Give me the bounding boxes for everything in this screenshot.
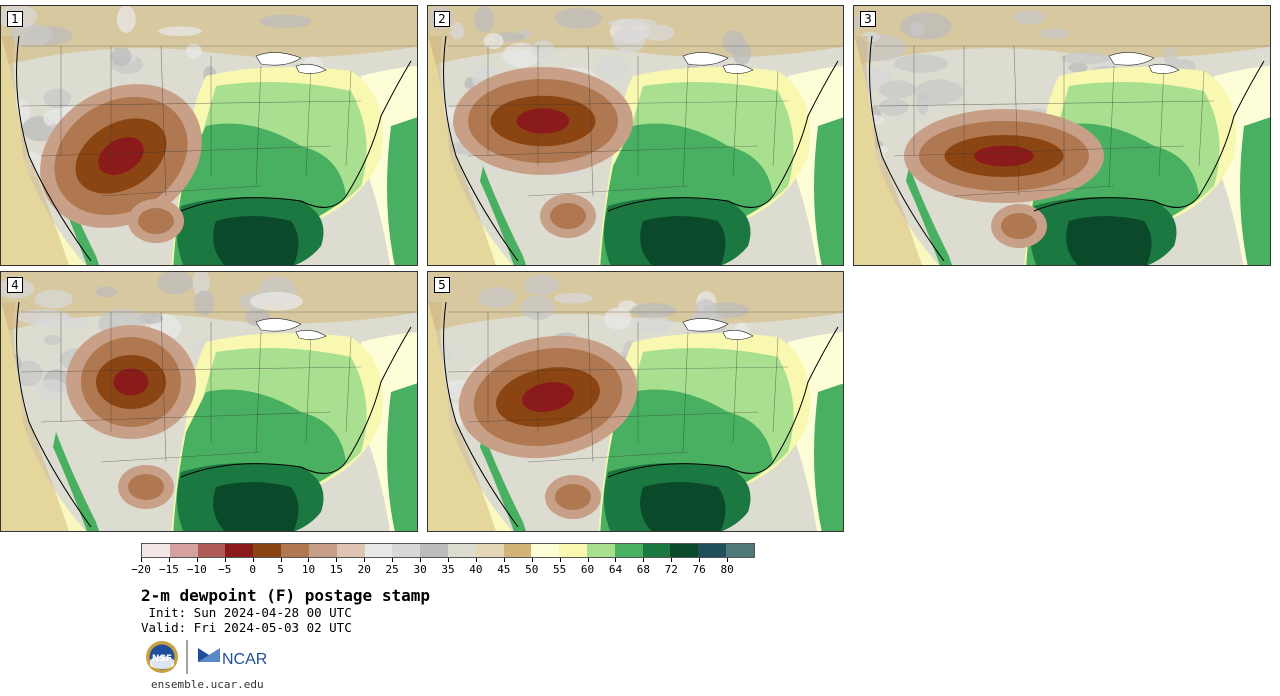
colorbar-tick	[336, 558, 338, 562]
colorbar-tick-label: 15	[329, 563, 343, 576]
colorbar-tick	[224, 558, 226, 562]
stamp-panel-4: 4	[0, 271, 418, 532]
colorbar-segment	[475, 544, 504, 557]
colorbar-tick-label: 72	[664, 563, 678, 576]
colorbar-tick-label: 40	[469, 563, 483, 576]
colorbar-tick-label: 25	[385, 563, 399, 576]
colorbar-tick	[168, 558, 170, 562]
colorbar-tick	[503, 558, 505, 562]
colorbar-segment	[225, 544, 254, 557]
colorbar-tick	[392, 558, 394, 562]
colorbar-segment	[253, 544, 282, 557]
colorbar-segment	[587, 544, 615, 557]
colorbar-tick-label: 60	[580, 563, 595, 576]
dewpoint-map-4	[1, 272, 417, 531]
colorbar-tick-label: 50	[525, 563, 539, 576]
colorbar-tick	[643, 558, 645, 562]
colorbar-segment	[670, 544, 699, 557]
colorbar-tick	[727, 558, 729, 562]
colorbar-ticks: −20 −15 −10 −5 0 5 10 15 20 25 30 35 40 45 50 55 60 64 68 7…	[131, 558, 755, 578]
dewpoint-map-2	[428, 6, 843, 265]
colorbar-tick-label: 45	[497, 563, 511, 576]
colorbar-segment	[531, 544, 560, 557]
colorbar-segment	[281, 544, 309, 557]
colorbar-tick	[475, 558, 477, 562]
colorbar-tick	[531, 558, 533, 562]
dewpoint-map-3	[854, 6, 1270, 265]
stamp-panel-1: 1	[0, 5, 418, 266]
colorbar-tick-label: 76	[692, 563, 706, 576]
stamp-number-5: 5	[434, 277, 450, 293]
logo-block: NSF NCAR	[145, 638, 285, 676]
valid-time: Valid: Fri 2024-05-03 02 UTC	[141, 620, 352, 635]
colorbar-segment	[503, 544, 532, 557]
stamp-number-1: 1	[7, 11, 23, 27]
colorbar-tick-label: 0	[249, 563, 256, 576]
colorbar-tick-label: −15	[158, 563, 179, 576]
colorbar-segment	[559, 544, 587, 557]
stamp-number-4: 4	[7, 277, 23, 293]
colorbar-tick	[252, 558, 254, 562]
colorbar-tick	[141, 558, 142, 562]
colorbar-tick	[280, 558, 282, 562]
stamp-panel-5: 5	[427, 271, 844, 532]
colorbar-tick	[587, 558, 589, 562]
colorbar-segment	[447, 544, 476, 557]
nsf-logo: NSF	[146, 641, 178, 673]
init-time: Init: Sun 2024-04-28 00 UTC	[141, 605, 352, 620]
stamp-number-2: 2	[434, 11, 450, 27]
colorbar-segment	[336, 544, 365, 557]
colorbar-segment	[308, 544, 337, 557]
page-title: 2-m dewpoint (F) postage stamp	[141, 586, 430, 605]
colorbar-segment	[169, 544, 198, 557]
colorbar-segment	[642, 544, 671, 557]
colorbar-tick-label: 20	[357, 563, 371, 576]
colorbar-tick	[364, 558, 366, 562]
stamp-panel-2: 2	[427, 5, 844, 266]
colorbar-tick	[448, 558, 449, 562]
colorbar-tick-label: 5	[277, 563, 284, 576]
colorbar-tick	[308, 558, 310, 562]
colorbar-segment	[364, 544, 393, 557]
colorbar-tick-label: 80	[720, 563, 734, 576]
colorbar-tick	[420, 558, 422, 562]
colorbar-tick-label: 10	[301, 563, 316, 576]
colorbar-tick-label: 55	[553, 563, 567, 576]
ncar-logo-text: NCAR	[222, 651, 267, 668]
dewpoint-map-1	[1, 6, 417, 265]
colorbar-segment	[142, 544, 170, 557]
colorbar-segment	[392, 544, 421, 557]
colorbar-tick-label: −5	[218, 563, 232, 576]
colorbar-segment	[698, 544, 727, 557]
colorbar-tick-label: 64	[608, 563, 623, 576]
dewpoint-colorbar	[141, 543, 755, 558]
stamp-number-3: 3	[860, 11, 876, 27]
colorbar-tick-label: 35	[441, 563, 455, 576]
colorbar-tick	[699, 558, 701, 562]
colorbar-tick	[615, 558, 617, 562]
site-url: ensemble.ucar.edu	[151, 678, 264, 691]
stamp-panel-3: 3	[853, 5, 1271, 266]
nsf-logo-text: NSF	[152, 654, 172, 664]
colorbar-tick	[671, 558, 673, 562]
colorbar-tick	[196, 558, 198, 562]
colorbar-tick-label: 68	[636, 563, 650, 576]
ncar-logo: NCAR	[198, 648, 267, 668]
colorbar-tick-label: −10	[186, 563, 207, 576]
colorbar-segment	[197, 544, 226, 557]
colorbar-tick	[559, 558, 561, 562]
colorbar-segment	[726, 544, 754, 557]
colorbar-segment	[420, 544, 448, 557]
colorbar-tick-label: −20	[131, 563, 151, 576]
colorbar-segment	[614, 544, 643, 557]
colorbar-tick-label: 30	[413, 563, 427, 576]
dewpoint-map-5	[428, 272, 843, 531]
